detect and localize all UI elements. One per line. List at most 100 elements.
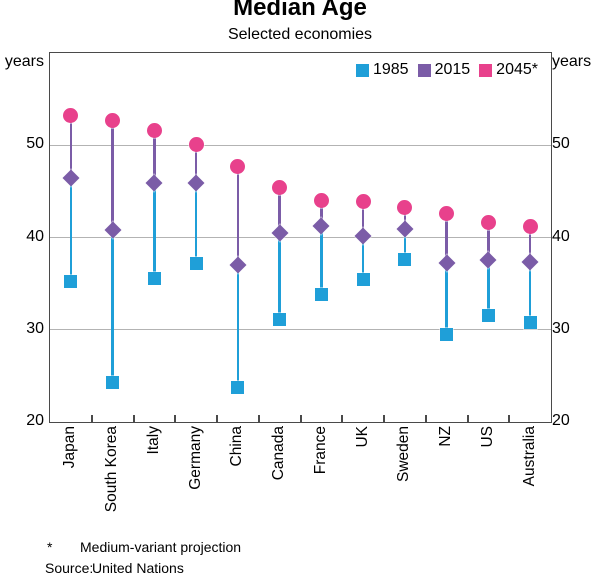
marker-2015 [521,253,539,271]
stem-2015-2045 [361,201,365,236]
chart-title: Median Age [233,0,367,21]
marker-1985 [356,273,370,287]
stem-2015-2045 [236,166,240,266]
stem-2015-2045 [278,187,281,233]
x-category-label: US [478,426,496,448]
x-axis-tick [174,415,177,422]
y-tick-label-right-30: 30 [552,319,570,337]
stem-1985-2015 [69,178,73,282]
x-category-label: UK [353,426,371,448]
marker-2045 [230,158,246,174]
stem-1985-2015 [153,183,156,279]
source-label: Source: [45,560,94,576]
stem-2015-2045 [194,144,198,184]
marker-1985 [398,253,412,267]
marker-1985 [231,381,245,395]
y-tick-label-left-30: 30 [26,319,44,337]
x-axis-tick [216,415,218,422]
marker-1985 [64,275,78,289]
marker-2015 [396,220,414,238]
x-category-label: Canada [270,426,288,481]
x-category-label: France [311,426,329,475]
stem-1985-2015 [445,263,448,335]
marker-2045 [439,206,455,221]
stem-1985-2015 [361,235,365,280]
x-category-label: China [228,426,246,467]
x-category-label: Japan [61,426,79,469]
y-tick-label-right-20: 20 [552,412,570,429]
source-text: United Nations [92,560,184,576]
footnote-symbol: * [47,539,53,555]
x-axis-tick [257,415,260,422]
marker-1985 [189,256,203,270]
stem-1985-2015 [236,265,240,388]
x-axis-tick [424,415,427,422]
marker-1985 [106,375,120,389]
x-category-label: Sweden [395,426,413,483]
marker-2015 [271,224,289,242]
marker-2045 [313,193,329,209]
x-axis-tick [132,415,135,422]
legend-swatch [479,63,493,77]
y-tick-label-right-50: 50 [552,135,570,153]
marker-1985 [273,313,287,327]
x-axis-tick [383,415,385,422]
gridline-30 [50,329,551,331]
x-axis-tick [466,415,469,422]
x-category-label: Australia [520,426,538,487]
x-axis-tick [90,415,93,422]
stem-2015-2045 [320,200,323,227]
marker-2015 [479,251,497,269]
y-axis-unit-label-left: years [4,53,44,70]
stem-2015-2045 [445,213,448,264]
x-axis-tick [299,415,302,422]
stem-2015-2045 [69,115,73,179]
marker-2045 [397,199,413,215]
x-category-label: Italy [144,426,162,455]
legend-item-2015: 2015 [417,61,471,78]
legend-label: 1985 [372,61,409,78]
marker-2015 [438,254,456,272]
footnote-text: Medium-variant projection [80,539,242,555]
stem-1985-2015 [111,230,114,383]
marker-1985 [314,288,328,302]
gridline-40 [50,237,551,238]
marker-2045 [105,112,121,128]
marker-2045 [480,215,496,231]
marker-2045 [63,108,79,124]
marker-2045 [522,218,538,234]
plot-area: 1985 2015 2045* [49,52,552,423]
marker-2015 [187,174,205,192]
stem-2015-2045 [403,207,407,230]
stem-2015-2045 [153,130,156,184]
x-axis-tick [341,415,344,422]
y-tick-label-left-20: 20 [26,412,44,429]
stem-1985-2015 [278,232,281,320]
marker-2045 [188,136,204,152]
marker-1985 [481,309,495,323]
x-category-label: South Korea [103,426,121,513]
marker-2015 [62,169,80,187]
legend: 1985 2015 2045* [355,61,538,78]
y-tick-label-left-50: 50 [26,135,44,153]
stem-2015-2045 [111,120,114,231]
gridline-50 [50,144,551,146]
y-tick-label-left-40: 40 [26,227,44,245]
marker-2015 [312,217,330,235]
marker-2015 [229,256,247,274]
marker-2015 [145,174,163,192]
legend-label: 2015 [434,61,471,78]
x-category-label: Germany [186,426,204,490]
legend-swatch [355,63,369,77]
marker-1985 [147,271,161,285]
chart-subtitle: Selected economies [227,26,373,43]
marker-2045 [146,122,162,138]
x-axis-tick [508,415,511,422]
legend-item-2045: 2045* [479,62,538,78]
stem-2015-2045 [487,222,490,260]
stem-2015-2045 [528,226,532,263]
marker-2045 [355,194,371,210]
stem-1985-2015 [403,229,407,260]
legend-swatch [417,63,431,77]
legend-label: 2045* [496,61,538,78]
